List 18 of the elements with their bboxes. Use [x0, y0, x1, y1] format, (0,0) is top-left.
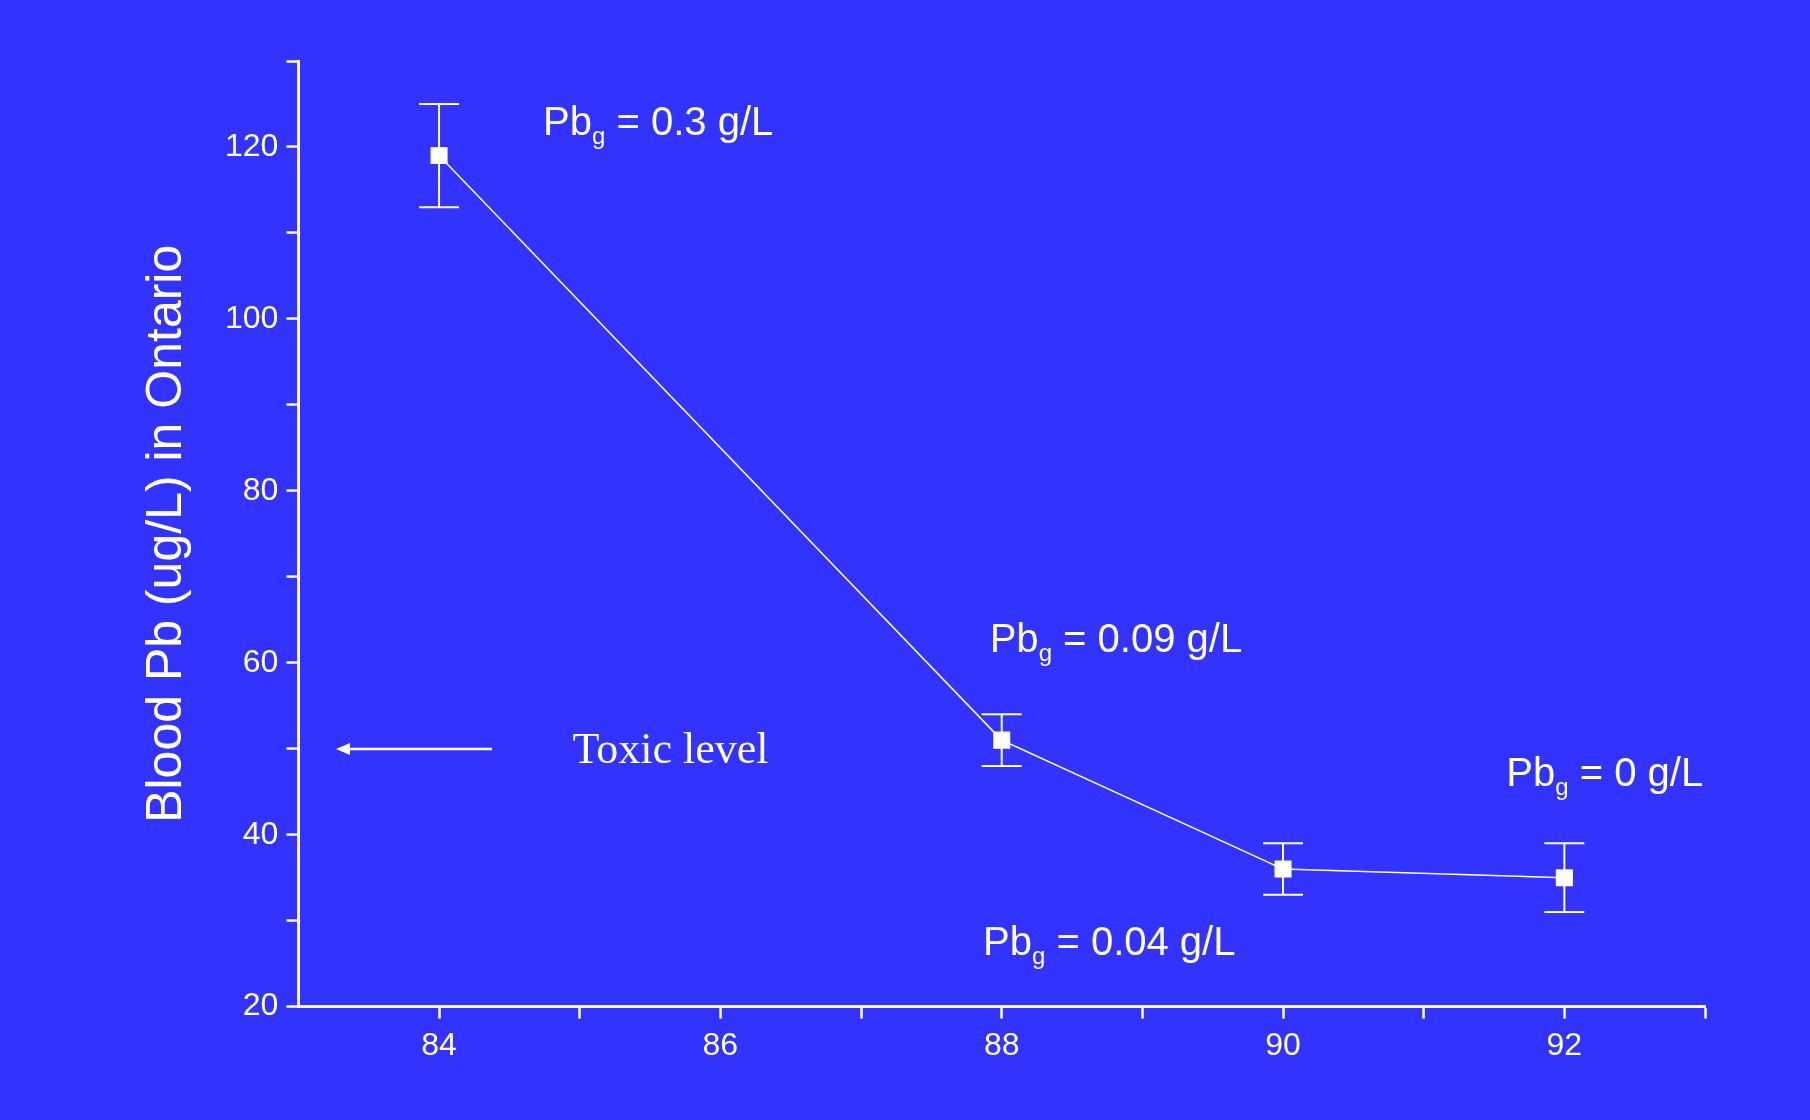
annotation: Pb$_{g}$ = 0.3 g/L: [543, 98, 774, 149]
x-tick-label: 86: [702, 1025, 739, 1062]
x-tick-label: 92: [1546, 1025, 1583, 1062]
y-tick-label: 80: [242, 470, 279, 507]
y-tick-label: 100: [225, 298, 279, 335]
y-tick-label: 60: [242, 642, 279, 679]
annotation: Pb$_{g}$ = 0.09 g/L: [989, 615, 1243, 666]
point: [1274, 860, 1292, 878]
x-tick-label: 88: [983, 1025, 1020, 1062]
y-axis-title: Blood Pb (ug/L) in Ontario: [135, 244, 192, 823]
annotation: Pb$_{g}$ = 0.04 g/L: [983, 918, 1236, 969]
annotation: Pb$_{g}$ = 0 g/L: [1506, 749, 1704, 800]
y-tick-label: 20: [242, 986, 279, 1023]
x-tick-label: 84: [421, 1025, 457, 1062]
y-tick-label: 40: [242, 814, 279, 851]
x-tick-label: 90: [1265, 1025, 1301, 1062]
y-tick-label: 120: [225, 126, 279, 163]
ref-line-label: Toxic level: [572, 723, 769, 773]
